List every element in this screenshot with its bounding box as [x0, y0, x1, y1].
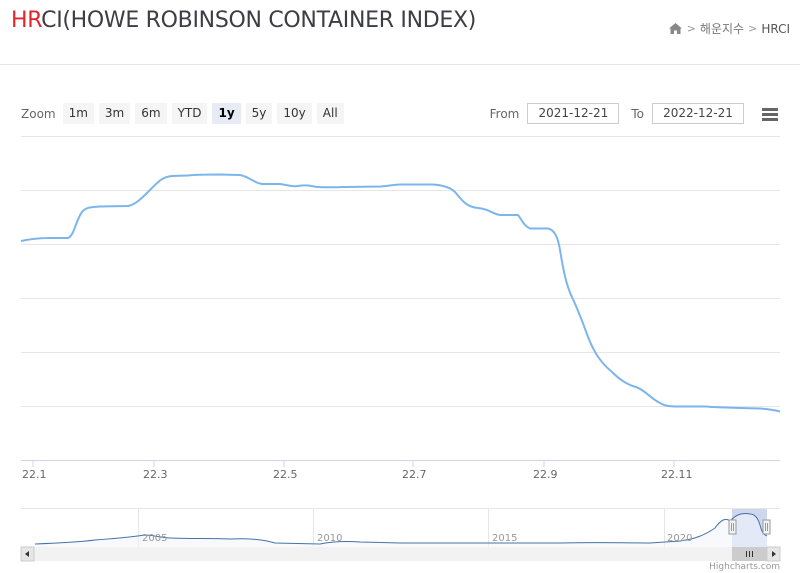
zoom-button-ytd[interactable]: YTD [171, 103, 208, 124]
zoom-button-1m[interactable]: 1m [62, 103, 94, 124]
x-tick-label: 22.3 [143, 468, 168, 481]
navigator-year-label: 2020 [667, 533, 693, 544]
breadcrumb-item-shipping-index[interactable]: 해운지수 [699, 22, 745, 36]
hrci-series-line[interactable] [20, 173, 781, 413]
range-selector-zoom: Zoom 1m 3m 6m YTD 1y 5y 10y All [21, 103, 344, 124]
zoom-button-1y[interactable]: 1y [212, 103, 241, 124]
from-date-input[interactable]: 2021-12-21 [527, 103, 620, 124]
navigator-year-label: 2010 [317, 533, 343, 544]
zoom-button-6m[interactable]: 6m [135, 103, 167, 124]
zoom-button-all[interactable]: All [316, 103, 344, 124]
zoom-button-5y[interactable]: 5y [245, 103, 273, 124]
page-title: HRCI(HOWE ROBINSON CONTAINER INDEX) [11, 8, 477, 33]
scrollbar[interactable] [20, 546, 781, 562]
to-label: To [631, 106, 644, 121]
x-tick-label: 22.11 [661, 468, 693, 481]
arrow-right-icon [772, 551, 776, 557]
navigator-handle-right[interactable] [762, 519, 771, 535]
zoom-button-3m[interactable]: 3m [98, 103, 131, 124]
navigator-handle-left[interactable] [728, 519, 737, 535]
x-tick-label: 22.7 [402, 468, 427, 481]
x-tick-label: 22.5 [273, 468, 298, 481]
breadcrumb: > 해운지수 > HRCI [668, 20, 790, 37]
breadcrumb-separator: > [748, 22, 758, 35]
from-label: From [489, 106, 520, 121]
breadcrumb-item-hrci[interactable]: HRCI [761, 21, 790, 36]
to-date-input[interactable]: 2022-12-21 [652, 103, 744, 124]
x-tick-label: 22.1 [22, 468, 47, 481]
hamburger-menu-icon[interactable] [762, 108, 778, 121]
navigator[interactable] [21, 508, 780, 548]
x-tick-label: 22.9 [533, 468, 558, 481]
highcharts-credits-link[interactable]: Highcharts.com [709, 562, 780, 572]
header-divider [0, 64, 800, 65]
breadcrumb-separator: > [686, 22, 696, 35]
arrow-left-icon [25, 551, 29, 557]
grid-lines [21, 136, 780, 407]
date-range-inputs: From 2021-12-21 To 2022-12-21 [490, 103, 744, 124]
zoom-button-10y[interactable]: 10y [277, 103, 312, 124]
grip-icon [746, 551, 753, 557]
navigator-year-label: 2015 [492, 533, 518, 544]
home-icon[interactable] [668, 22, 683, 35]
zoom-label: Zoom [21, 106, 56, 121]
navigator-series-line [34, 513, 768, 545]
x-axis-ticks [32, 461, 675, 467]
main-chart [20, 136, 781, 562]
navigator-year-label: 2005 [142, 533, 168, 544]
